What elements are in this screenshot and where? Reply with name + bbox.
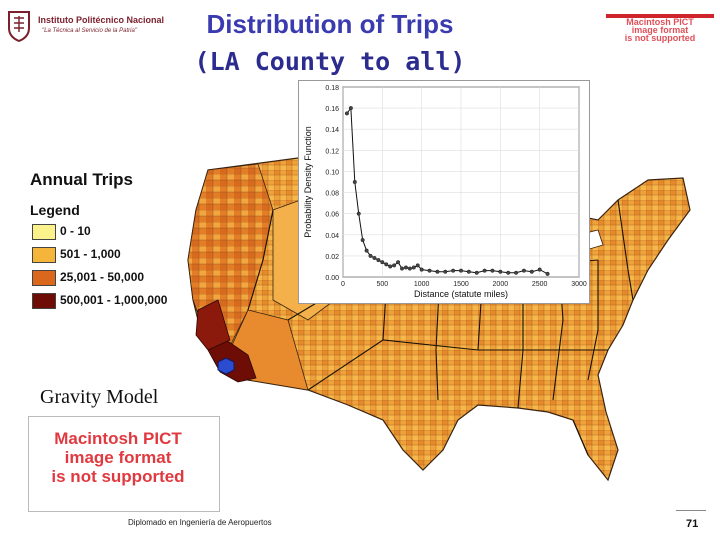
y-tick-label: 0.10 — [325, 169, 339, 176]
gravity-model-label: Gravity Model — [40, 386, 159, 408]
x-tick-label: 2500 — [532, 281, 548, 288]
data-point — [352, 179, 357, 184]
legend-label: 25,001 - 50,000 — [60, 270, 145, 284]
x-tick-label: 0 — [341, 281, 345, 288]
slide-subtitle: (LA County to all) — [194, 47, 466, 76]
data-point — [451, 268, 456, 273]
page-number: 71 — [686, 518, 699, 530]
notice-line: is not supported — [51, 467, 185, 486]
data-point — [427, 268, 432, 273]
y-tick-label: 0.12 — [325, 148, 339, 155]
y-tick-label: 0.00 — [325, 275, 339, 282]
slide-title: Distribution of Trips — [206, 9, 454, 39]
institution-logo: Instituto Politécnico Nacional "La Técni… — [6, 10, 166, 42]
data-point — [498, 269, 503, 274]
x-tick-label: 1000 — [414, 281, 430, 288]
la-marker-icon — [217, 357, 235, 375]
notice-line: image format — [64, 448, 172, 467]
data-point — [372, 255, 377, 260]
x-tick-label: 500 — [376, 281, 388, 288]
notice-line: Macintosh PICT — [54, 429, 182, 448]
legend-label: 500,001 - 1,000,000 — [60, 293, 168, 307]
map-legend: Legend 0 - 10 501 - 1,000 25,001 - 50,00… — [22, 196, 182, 316]
x-tick-label: 3000 — [571, 281, 587, 288]
institution-motto: "La Técnica al Servicio de la Patria" — [42, 28, 137, 34]
legend-label: 501 - 1,000 — [60, 247, 121, 261]
notice-line: Macintosh PICT — [626, 17, 694, 27]
x-tick-label: 2000 — [493, 281, 509, 288]
y-tick-label: 0.14 — [325, 127, 339, 134]
data-point — [403, 265, 408, 270]
data-point — [537, 267, 542, 272]
data-point — [411, 265, 416, 270]
data-point — [419, 267, 424, 272]
data-point — [407, 266, 412, 271]
socal-region — [195, 299, 231, 351]
data-point — [392, 263, 397, 268]
data-point — [344, 111, 349, 116]
data-point — [376, 258, 381, 263]
data-point — [490, 268, 495, 273]
data-point — [521, 268, 526, 273]
data-point — [506, 270, 511, 275]
crest-icon — [8, 11, 30, 42]
data-point — [545, 271, 550, 276]
data-point — [360, 238, 365, 243]
data-point — [396, 260, 401, 265]
data-point — [356, 211, 361, 216]
data-point — [415, 263, 420, 268]
x-axis-label: Distance (statute miles) — [414, 289, 508, 299]
y-axis-label: Probability Density Function — [303, 126, 313, 238]
footer-rule — [676, 510, 706, 511]
data-point — [380, 260, 385, 265]
data-point — [443, 269, 448, 274]
unsupported-image-notice-top: Macintosh PICT image format is not suppo… — [606, 14, 714, 44]
data-point — [474, 270, 479, 275]
legend-swatch — [32, 293, 56, 309]
unsupported-image-notice: Macintosh PICT image format is not suppo… — [28, 416, 220, 512]
data-point — [364, 248, 369, 253]
data-point — [435, 269, 440, 274]
data-point — [529, 269, 534, 274]
y-tick-label: 0.18 — [325, 85, 339, 92]
data-point — [458, 268, 463, 273]
y-tick-label: 0.04 — [325, 233, 339, 240]
data-point — [388, 264, 393, 269]
legend-swatch — [32, 270, 56, 286]
y-tick-label: 0.06 — [325, 212, 339, 219]
institution-name: Instituto Politécnico Nacional — [38, 15, 165, 25]
data-point — [384, 262, 389, 267]
data-point — [482, 268, 487, 273]
data-point — [368, 253, 373, 258]
x-tick-label: 1500 — [453, 281, 469, 288]
y-tick-label: 0.02 — [325, 254, 339, 261]
notice-line: image format — [631, 25, 689, 35]
data-point — [514, 270, 519, 275]
data-point — [466, 269, 471, 274]
footer-text: Diplomado en Ingeniería de Aeropuertos — [128, 518, 272, 527]
data-point — [348, 106, 353, 111]
legend-swatch — [32, 224, 56, 240]
map-caption: Annual Trips — [30, 170, 133, 189]
notice-line: is not supported — [624, 33, 696, 43]
pdf-distance-chart: 0.00 0.02 0.04 0.06 0.08 0.10 0.12 0.14 0.16 0.18… — [298, 80, 590, 304]
legend-label: 0 - 10 — [60, 224, 91, 238]
y-tick-label: 0.16 — [325, 106, 339, 113]
gravity-model-label-box: Gravity Model — [28, 380, 188, 416]
legend-swatch — [32, 247, 56, 263]
legend-title: Legend — [30, 202, 80, 218]
data-point — [399, 266, 404, 271]
y-tick-label: 0.08 — [325, 191, 339, 198]
